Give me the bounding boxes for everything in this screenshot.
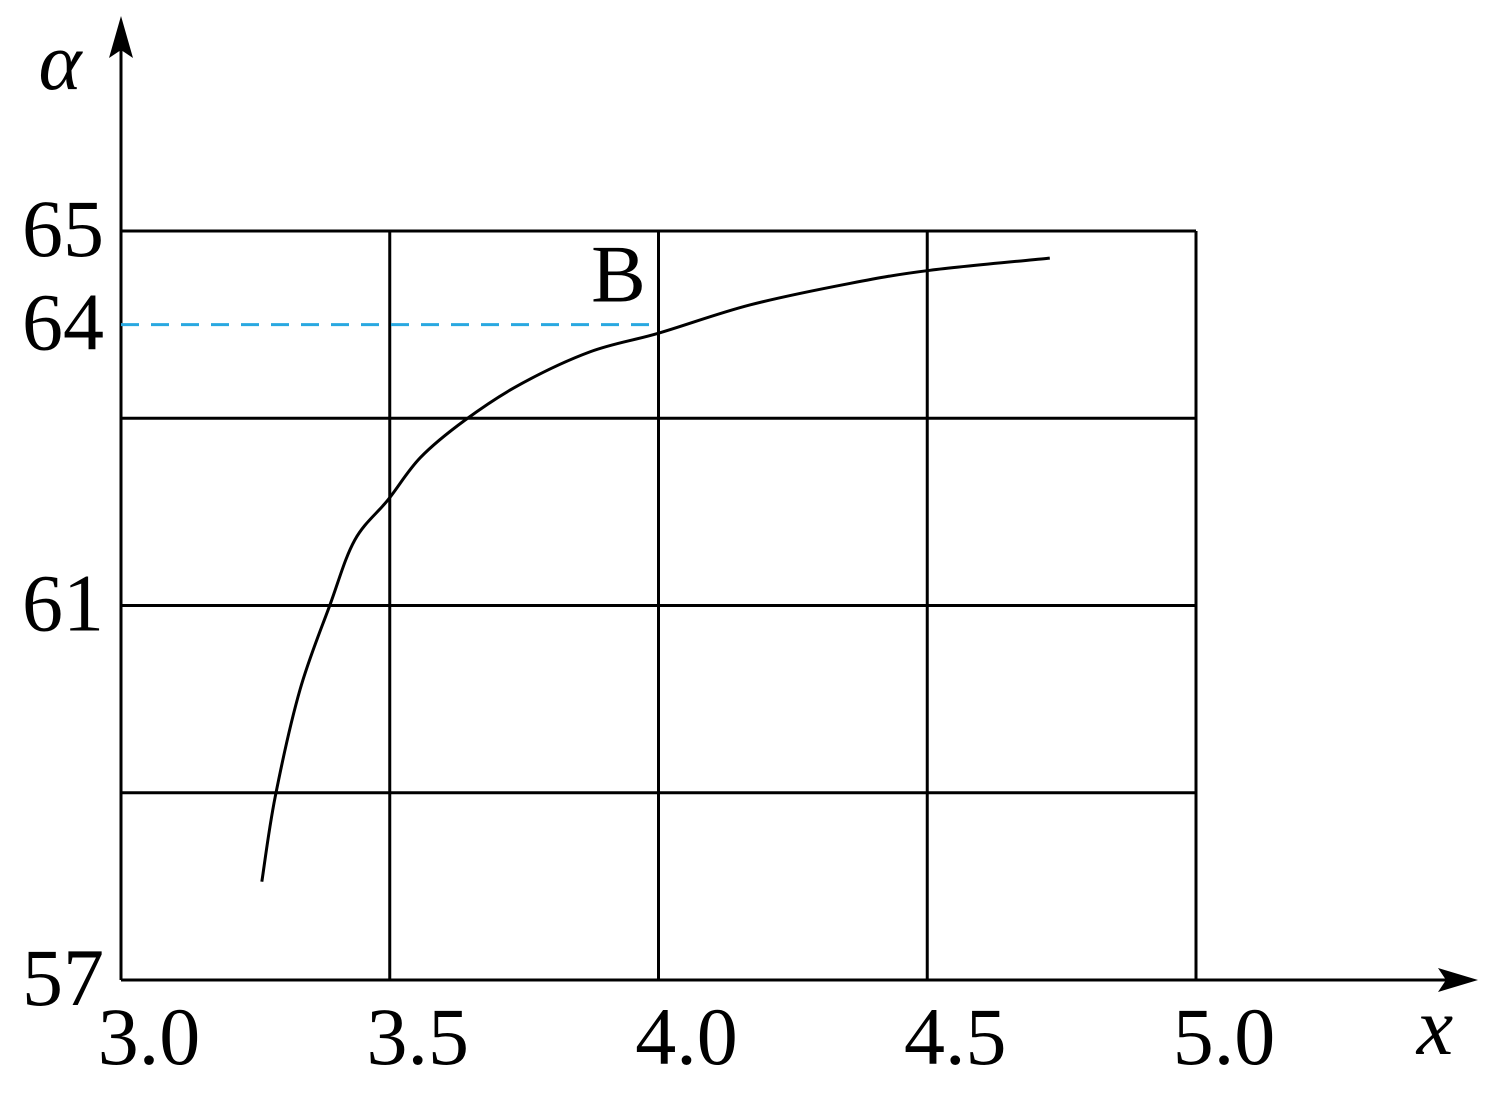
annotation: B	[591, 228, 646, 319]
curve	[260, 256, 1050, 882]
x-axis-label: x	[1416, 981, 1453, 1072]
x-tick-label: 4.5	[904, 991, 1007, 1082]
x-arrow	[1438, 968, 1478, 992]
x-tick-label: 3.0	[98, 991, 201, 1082]
x-tick-label: 3.5	[367, 991, 470, 1082]
y-axis-label: α	[38, 16, 83, 107]
y-arrow	[109, 16, 133, 58]
y-tick-label: 64	[22, 276, 104, 367]
x-tick-label: 4.0	[635, 991, 738, 1082]
y-tick-label: 65	[22, 183, 104, 274]
y-tick-label: 61	[22, 557, 104, 648]
x-tick-label: 5.0	[1173, 991, 1276, 1082]
y-tick-label: 57	[22, 932, 104, 1023]
